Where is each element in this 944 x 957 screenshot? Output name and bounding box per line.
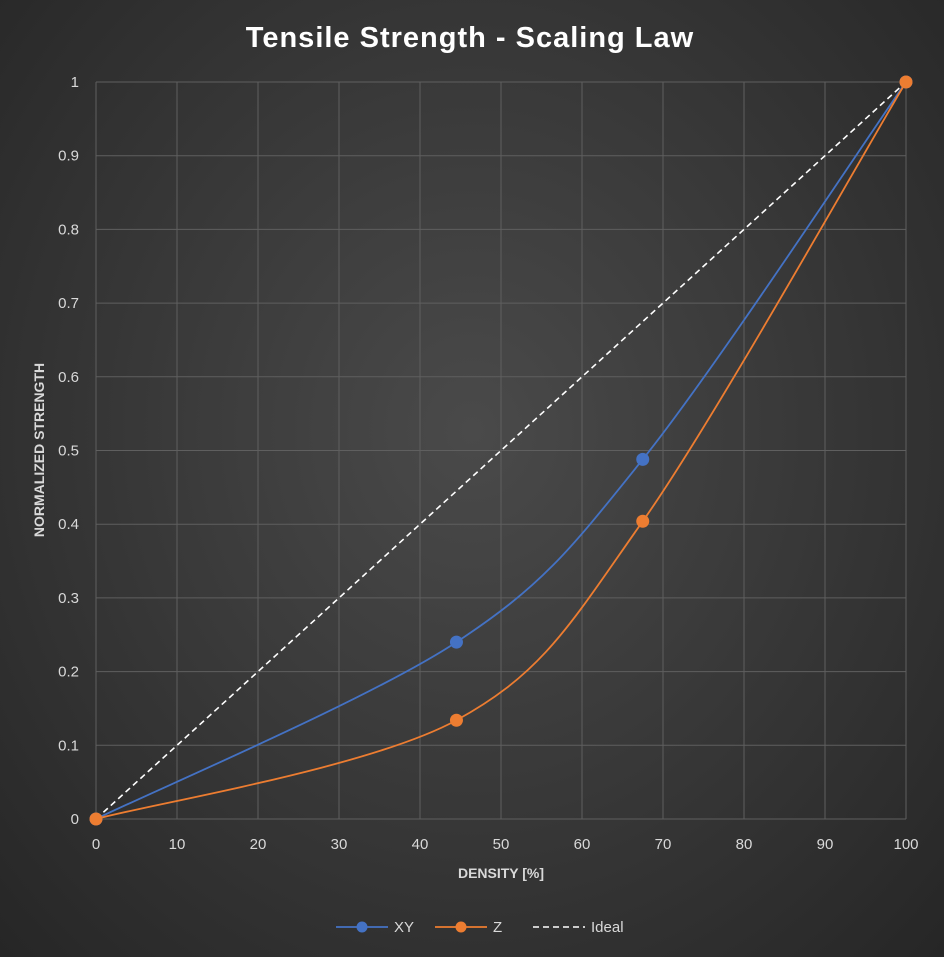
series-markers [89, 75, 913, 826]
tick-labels: 0 10 20 30 40 50 60 70 80 90 100 0 0.1 0.2 0.3 0.4 0.5 0.… [58, 74, 918, 853]
y-tick-label: 0.9 [58, 148, 79, 165]
x-tick-label: 80 [736, 836, 753, 853]
y-tick-label: 0.6 [58, 369, 79, 386]
x-tick-label: 60 [574, 836, 591, 853]
y-axis-label: NORMALIZED STRENGTH [31, 363, 47, 537]
data-point-xy[interactable] [636, 452, 650, 466]
series-lines [95, 81, 907, 820]
y-tick-label: 0 [71, 811, 79, 828]
y-tick-label: 0.2 [58, 664, 79, 681]
x-tick-label: 100 [893, 836, 918, 853]
legend-label-xy: XY [394, 919, 414, 936]
x-tick-label: 0 [92, 836, 100, 853]
legend[interactable]: XY Z Ideal [336, 919, 624, 936]
chart-title: Tensile Strength - Scaling Law [246, 22, 694, 54]
x-tick-label: 20 [250, 836, 267, 853]
legend-item-xy[interactable]: XY [336, 919, 414, 936]
grid-lines [95, 81, 907, 820]
data-point-z[interactable] [899, 75, 913, 89]
x-tick-label: 40 [412, 836, 429, 853]
x-tick-label: 50 [493, 836, 510, 853]
x-axis-label: DENSITY [%] [458, 865, 544, 881]
series-line-xy [95, 81, 907, 820]
legend-label-z: Z [493, 919, 502, 936]
y-tick-label: 0.7 [58, 295, 79, 312]
x-tick-label: 30 [331, 836, 348, 853]
x-tick-label: 70 [655, 836, 672, 853]
y-tick-label: 0.1 [58, 737, 79, 754]
y-tick-label: 0.8 [58, 221, 79, 238]
series-line-ideal [95, 81, 907, 820]
data-point-z[interactable] [89, 812, 103, 826]
y-tick-label: 0.4 [58, 516, 79, 533]
data-point-xy[interactable] [449, 635, 463, 649]
y-tick-label: 0.3 [58, 590, 79, 607]
legend-label-ideal: Ideal [591, 919, 624, 936]
series-line-z [95, 81, 907, 820]
y-tick-label: 1 [71, 74, 79, 91]
legend-item-z[interactable]: Z [435, 919, 502, 936]
legend-marker-xy [356, 921, 368, 933]
y-tick-label: 0.5 [58, 443, 79, 460]
data-point-z[interactable] [449, 713, 463, 727]
x-tick-label: 90 [817, 836, 834, 853]
legend-item-ideal[interactable]: Ideal [533, 919, 624, 936]
x-tick-label: 10 [169, 836, 186, 853]
data-point-z[interactable] [636, 514, 650, 528]
legend-marker-z [455, 921, 467, 933]
